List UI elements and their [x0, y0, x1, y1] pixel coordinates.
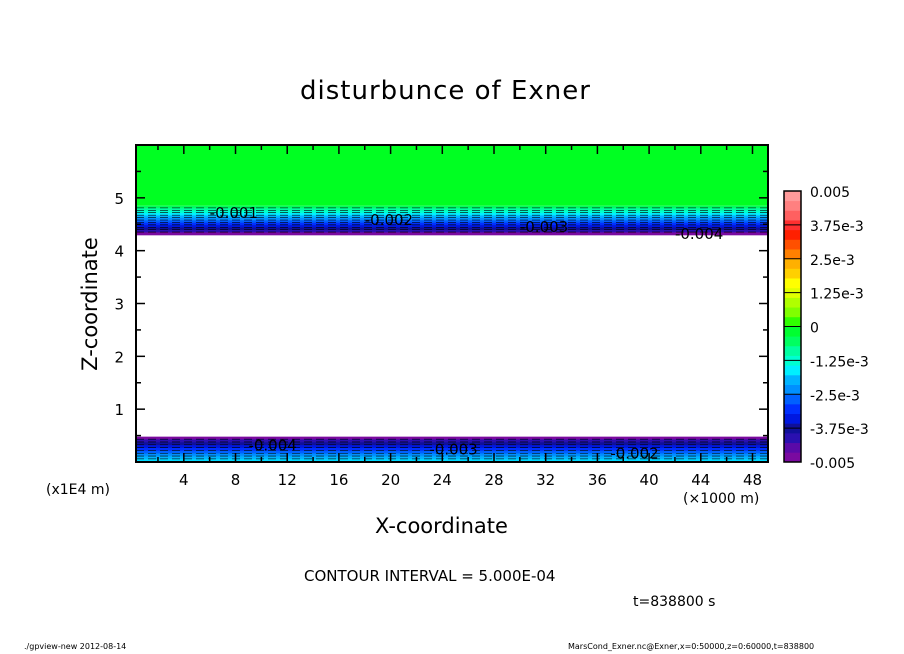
- colorbar-cell: [784, 191, 801, 202]
- contour-band: [136, 456, 768, 460]
- x-axis-label: X-coordinate: [375, 514, 508, 538]
- contour-label: -0.003: [520, 218, 568, 236]
- contour-band: [136, 439, 768, 443]
- x-tick-label: 48: [743, 471, 762, 489]
- colorbar-label: -3.75e-3: [810, 422, 869, 438]
- x-tick-label: 16: [329, 471, 348, 489]
- colorbar-cell: [784, 316, 801, 327]
- contour-band: [136, 453, 768, 457]
- chart-title: disturbunce of Exner: [300, 76, 591, 106]
- colorbar-label: -0.005: [810, 456, 855, 472]
- x-tick-label: 44: [691, 471, 710, 489]
- contour-label: -0.002: [365, 211, 413, 229]
- colorbar-cell: [784, 442, 801, 453]
- colorbar-cell: [784, 452, 801, 463]
- x-tick-label: 36: [588, 471, 607, 489]
- y-tick-label: 4: [114, 243, 124, 261]
- contour-band: [136, 220, 768, 224]
- colorbar-cell: [784, 413, 801, 424]
- colorbar-label: 3.75e-3: [810, 219, 864, 235]
- colorbar-cell: [784, 365, 801, 376]
- x-tick-label: 4: [179, 471, 189, 489]
- x-tick-label: 20: [381, 471, 400, 489]
- colorbar-label: -2.5e-3: [810, 388, 860, 404]
- contour-band: [136, 208, 768, 212]
- colorbar-cell: [784, 258, 801, 269]
- colorbar-cell: [784, 268, 801, 279]
- x-tick-label: 40: [640, 471, 659, 489]
- colorbar-label: 1.25e-3: [810, 287, 864, 303]
- contour-band: [136, 232, 768, 236]
- colorbar-cell: [784, 403, 801, 415]
- contour-band: [136, 459, 768, 463]
- colorbar-cell: [784, 336, 801, 347]
- contour-band: [136, 447, 768, 452]
- contour-label: -0.004: [248, 437, 296, 455]
- footer-left: ./gpview-new 2012-08-14: [24, 642, 127, 651]
- colorbar-cell: [784, 345, 801, 356]
- colorbar-cell: [784, 374, 801, 385]
- colorbar-cell: [784, 200, 801, 211]
- y-tick-label: 2: [114, 348, 124, 366]
- contour-band: [136, 450, 768, 455]
- contour-band: [136, 442, 768, 446]
- colorbar-cell: [784, 394, 801, 405]
- contour-band: [136, 205, 768, 209]
- colorbar-cell: [784, 307, 801, 318]
- colorbar-frame: [783, 190, 802, 463]
- contour-label: -0.002: [610, 445, 658, 463]
- colorbar-cell: [784, 249, 801, 260]
- contour-band: [136, 217, 768, 221]
- colorbar-cell: [784, 278, 801, 289]
- footer-right: MarsCond_Exner.nc@Exner,x=0:50000,z=0:60…: [568, 642, 815, 651]
- y-tick-label: 3: [114, 296, 124, 314]
- y-tick-label: 5: [114, 190, 124, 208]
- colorbar-cell: [784, 326, 801, 337]
- contour-label: -0.004: [675, 225, 723, 243]
- x-tick-label: 12: [278, 471, 297, 489]
- contour-band: [136, 210, 768, 214]
- contour-band: [136, 215, 768, 219]
- contour-label: -0.003: [429, 441, 477, 459]
- colorbar-cell: [784, 384, 801, 395]
- contour-band: [136, 225, 768, 229]
- colorbar-cell: [784, 229, 801, 240]
- contour-band: [136, 227, 768, 231]
- zero-region: [136, 145, 768, 206]
- colorbar-cell: [784, 297, 801, 308]
- colorbar-label: 0: [810, 321, 819, 337]
- colorbar-label: -1.25e-3: [810, 354, 869, 370]
- colorbar-cell: [784, 239, 801, 250]
- x-tick-label: 32: [536, 471, 555, 489]
- colorbar-cell: [784, 432, 801, 444]
- time-label: t=838800 s: [633, 594, 716, 610]
- contour-interval: CONTOUR INTERVAL = 5.000E-04: [304, 567, 556, 585]
- contour-band: [136, 213, 768, 216]
- colorbar-label: 0.005: [810, 185, 850, 201]
- x-unit-label: (×1000 m): [683, 491, 760, 507]
- contour-band: [136, 436, 768, 440]
- x-tick-label: 24: [433, 471, 452, 489]
- y-unit-label: (x1E4 m): [46, 482, 110, 498]
- colorbar-cell: [784, 210, 801, 221]
- x-tick-label: 28: [484, 471, 503, 489]
- colorbar-label: 2.5e-3: [810, 253, 855, 269]
- y-tick-label: 1: [114, 401, 124, 419]
- x-tick-label: 8: [231, 471, 241, 489]
- contour-band: [136, 445, 768, 449]
- contour-label: -0.001: [210, 204, 258, 222]
- y-axis-label: Z-coordinate: [78, 237, 102, 371]
- contour-band: [136, 222, 768, 226]
- contour-band: [136, 229, 768, 233]
